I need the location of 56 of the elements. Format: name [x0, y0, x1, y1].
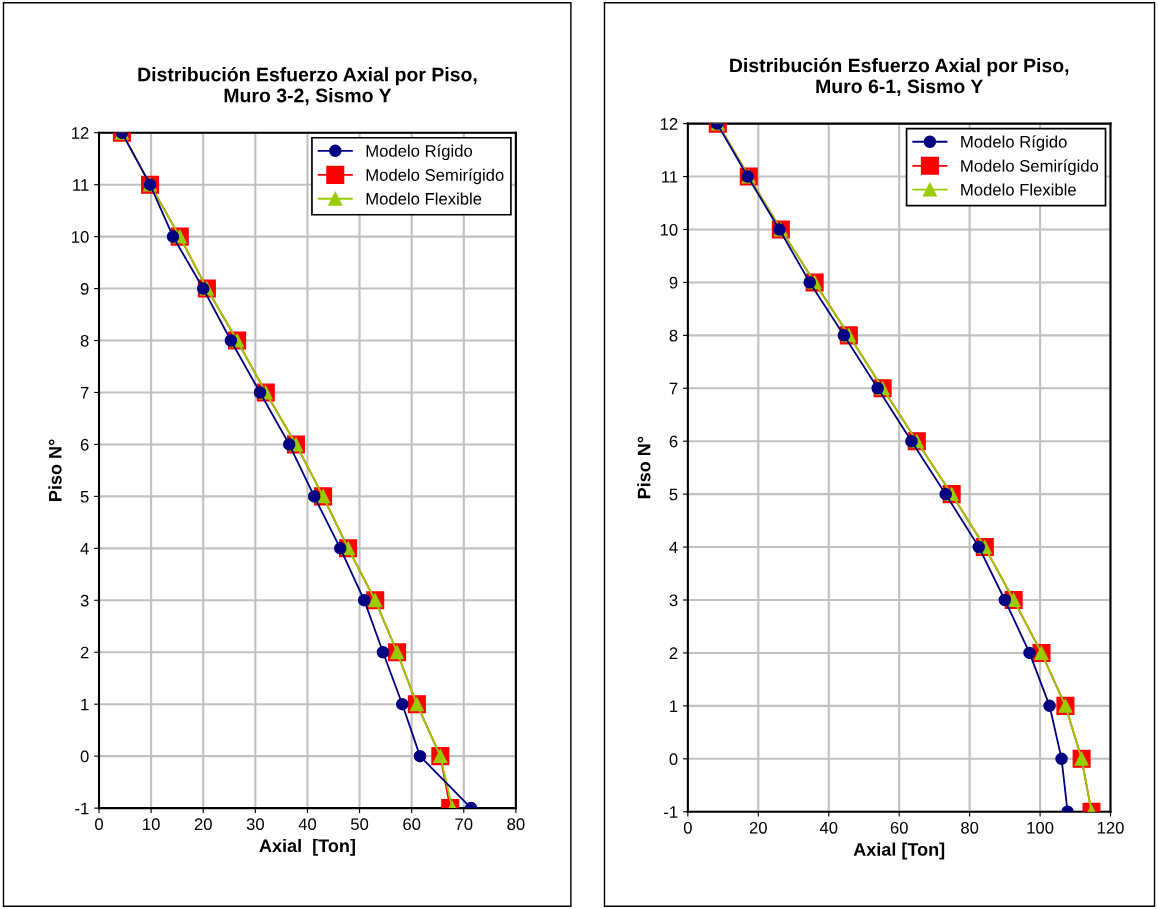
y-tick-label: 2 — [669, 647, 678, 659]
y-tick-label: -1 — [75, 802, 89, 815]
y-tick-label: 11 — [73, 179, 89, 191]
y-tick-label: 3 — [669, 594, 678, 607]
x-tick-label: 60 — [403, 818, 421, 831]
legend-label: Modelo Semirígido — [961, 159, 1099, 176]
y-tick-label: 11 — [662, 171, 678, 183]
y-tick-label: 10 — [72, 231, 89, 243]
x-tick-label: 0 — [683, 821, 692, 834]
x-tick-label: 80 — [961, 821, 979, 834]
y-tick-label: 9 — [80, 282, 89, 295]
y-tick-label: 4 — [669, 541, 678, 554]
x-axis-title: Axial [Ton] — [259, 838, 355, 856]
chart-title: Distribución Esfuerzo Axial por Piso, Muro 3-2, Sismo Y — [138, 66, 477, 106]
x-tick-label: 50 — [350, 818, 369, 831]
x-tick-label: 100 — [1027, 821, 1054, 834]
x-tick-label: 20 — [749, 821, 767, 834]
x-tick-label: 40 — [819, 821, 838, 834]
chart-title: Distribución Esfuerzo Axial por Piso, Muro 6-1, Sismo Y — [730, 57, 1069, 97]
y-tick-label: 0 — [80, 750, 89, 763]
x-tick-label: 20 — [194, 818, 212, 831]
y-tick-label: 1 — [81, 698, 89, 711]
y-tick-label: 2 — [80, 646, 89, 659]
y-tick-label: 12 — [72, 127, 89, 139]
x-tick-label: 80 — [507, 818, 525, 831]
y-tick-label: 8 — [669, 329, 678, 342]
y-tick-label: 3 — [80, 594, 89, 607]
x-tick-label: 30 — [246, 818, 264, 831]
y-tick-label: 7 — [80, 387, 89, 399]
legend-label: Modelo Flexible — [961, 183, 1076, 196]
y-tick-label: 7 — [669, 382, 678, 395]
legend-label: Modelo Flexible — [366, 192, 482, 205]
y-tick-label: 9 — [669, 276, 678, 289]
y-tick-label: 6 — [669, 435, 678, 448]
y-tick-label: 12 — [660, 118, 678, 130]
legend-label: Modelo Rígido — [961, 135, 1067, 152]
legend-label: Modelo Rígido — [366, 144, 473, 161]
y-tick-label: 4 — [80, 542, 89, 555]
y-tick-label: 5 — [80, 490, 89, 503]
y-tick-label: 0 — [669, 753, 678, 766]
x-tick-label: 0 — [95, 818, 103, 831]
x-tick-label: 70 — [455, 818, 473, 831]
y-axis-title: Piso N° — [48, 439, 62, 501]
x-tick-label: 60 — [890, 821, 908, 834]
x-tick-label: 120 — [1097, 821, 1124, 834]
x-tick-label: 10 — [143, 818, 160, 831]
y-tick-label: 8 — [80, 334, 89, 347]
y-tick-label: 1 — [670, 700, 678, 712]
y-tick-label: 10 — [660, 223, 678, 236]
legend-label: Modelo Semirígido — [366, 168, 504, 185]
y-tick-label: 5 — [669, 488, 678, 501]
x-axis-title: Axial [Ton] — [853, 842, 945, 860]
y-tick-label: -1 — [664, 806, 678, 818]
y-tick-label: 6 — [80, 438, 89, 451]
x-tick-label: 40 — [298, 818, 317, 831]
y-axis-title: Piso N° — [637, 436, 651, 499]
